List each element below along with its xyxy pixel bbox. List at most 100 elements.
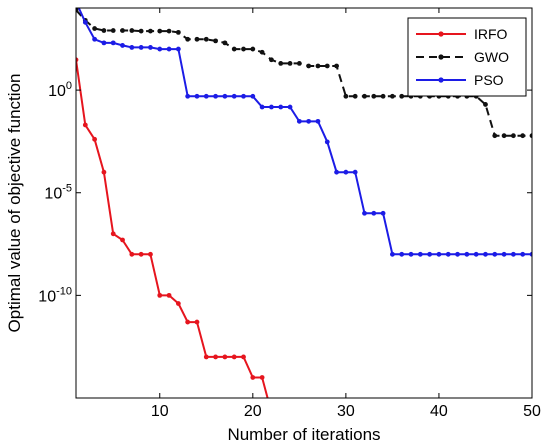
point-pso: [101, 40, 107, 46]
point-gwo: [120, 28, 125, 33]
point-pso: [250, 93, 256, 99]
point-gwo: [371, 93, 377, 99]
point-pso: [194, 93, 200, 99]
point-gwo: [315, 63, 321, 69]
point-gwo: [250, 46, 256, 52]
point-gwo: [92, 26, 98, 31]
point-pso: [520, 251, 526, 257]
point-pso: [213, 93, 218, 99]
legend-label-irfo: IRFO: [474, 26, 508, 42]
point-pso: [427, 251, 433, 257]
point-pso: [390, 251, 395, 257]
y-tick-label: 10-10: [38, 285, 72, 305]
point-pso: [287, 104, 293, 110]
point-pso: [334, 169, 339, 175]
point-pso: [166, 46, 172, 52]
point-irfo: [166, 292, 172, 298]
point-pso: [380, 210, 386, 216]
point-irfo: [222, 354, 228, 360]
point-irfo: [92, 136, 98, 142]
x-tick-label: 20: [244, 403, 262, 420]
point-gwo: [334, 63, 339, 69]
legend-label-pso: PSO: [474, 72, 504, 88]
point-irfo: [250, 375, 256, 380]
point-pso: [399, 251, 405, 257]
point-gwo: [324, 63, 330, 69]
point-gwo: [343, 93, 349, 99]
series-line-irfo: [76, 59, 269, 398]
point-irfo: [129, 251, 135, 257]
point-irfo: [259, 375, 265, 380]
point-pso: [157, 46, 163, 52]
point-pso: [120, 43, 125, 48]
point-pso: [445, 251, 451, 257]
point-gwo: [287, 60, 293, 66]
point-gwo: [399, 93, 405, 99]
point-gwo: [296, 60, 302, 66]
plot-frame: [75, 7, 533, 399]
point-pso: [175, 46, 181, 52]
point-pso: [501, 251, 507, 257]
legend-marker-pso: [438, 77, 444, 83]
point-irfo: [203, 354, 209, 360]
point-pso: [269, 104, 274, 110]
point-pso: [203, 93, 209, 99]
point-gwo: [129, 28, 135, 33]
point-gwo: [278, 60, 284, 66]
point-pso: [185, 93, 191, 99]
point-gwo: [138, 28, 144, 34]
point-pso: [315, 118, 321, 124]
point-gwo: [362, 93, 367, 99]
legend: IRFO GWO PSO: [407, 17, 527, 97]
point-irfo: [101, 169, 107, 175]
point-irfo: [148, 251, 153, 257]
point-gwo: [390, 93, 395, 99]
point-gwo: [492, 133, 498, 139]
legend-marker-irfo: [438, 31, 444, 37]
point-irfo: [194, 319, 200, 325]
point-gwo: [520, 133, 526, 139]
point-irfo: [110, 231, 116, 237]
point-gwo: [380, 93, 386, 99]
point-gwo: [231, 46, 237, 52]
point-pso: [259, 104, 265, 110]
point-pso: [324, 139, 330, 145]
x-axis-title: Number of iterations: [227, 425, 380, 444]
point-pso: [362, 210, 367, 216]
point-gwo: [269, 57, 274, 63]
point-gwo: [157, 28, 163, 34]
x-tick-label: 10: [151, 403, 169, 420]
point-gwo: [306, 63, 312, 69]
y-axis-title: Optimal value of objective function: [5, 74, 24, 333]
x-tick-label: 30: [337, 403, 355, 420]
point-pso: [241, 93, 246, 99]
point-pso: [436, 251, 442, 257]
point-gwo: [222, 40, 228, 46]
point-gwo: [76, 8, 79, 13]
y-tick-label: 10-5: [44, 183, 72, 203]
point-gwo: [510, 133, 516, 139]
point-gwo: [259, 49, 265, 55]
point-pso: [296, 118, 302, 124]
point-pso: [492, 251, 498, 257]
point-irfo: [120, 237, 125, 243]
point-pso: [278, 104, 284, 110]
point-gwo: [110, 28, 116, 33]
point-irfo: [213, 354, 218, 360]
point-pso: [231, 93, 237, 99]
point-pso: [82, 19, 88, 25]
point-pso: [306, 118, 312, 124]
point-gwo: [213, 38, 218, 44]
point-gwo: [483, 102, 488, 107]
point-irfo: [231, 354, 237, 360]
legend-marker-gwo: [438, 54, 444, 60]
legend-label-gwo: GWO: [474, 49, 509, 65]
point-irfo: [157, 292, 163, 298]
point-pso: [148, 45, 153, 50]
point-pso: [483, 251, 488, 257]
point-pso: [110, 40, 116, 46]
point-pso: [529, 251, 532, 257]
point-pso: [408, 251, 414, 257]
point-gwo: [101, 28, 107, 33]
point-pso: [473, 251, 479, 257]
